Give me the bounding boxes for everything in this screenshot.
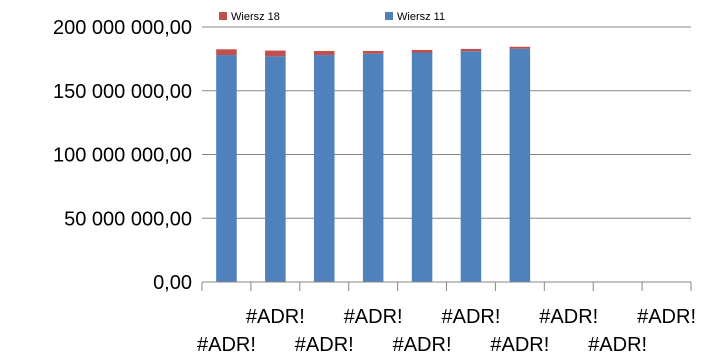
y-tick-label: 150 000 000,00 bbox=[53, 81, 192, 103]
x-tick-label: #ADR! bbox=[246, 306, 305, 328]
legend-swatch bbox=[385, 12, 393, 20]
x-tick-labels: #ADR! #ADR! #ADR! #ADR! #ADR! #ADR! #ADR! #ADR!… bbox=[197, 306, 696, 355]
x-tick-label: #ADR! bbox=[441, 306, 500, 328]
y-tick-label: 0,00 bbox=[153, 272, 192, 294]
x-tick-label: #ADR! bbox=[295, 334, 354, 355]
legend-item: Wiersz 18 bbox=[219, 11, 280, 23]
bar-segment-wiersz-11 bbox=[460, 51, 482, 282]
legend-item: Wiersz 11 bbox=[385, 11, 445, 23]
bar-segment-wiersz-18 bbox=[313, 50, 335, 56]
x-tick-label: #ADR! bbox=[637, 306, 696, 328]
bar-segment-wiersz-18 bbox=[509, 46, 531, 49]
bar-segment-wiersz-11 bbox=[265, 56, 286, 283]
legend: Wiersz 18 Wiersz 11 bbox=[219, 11, 445, 23]
bar-segment-wiersz-11 bbox=[509, 48, 531, 282]
legend-label: Wiersz 18 bbox=[231, 11, 280, 23]
x-tick-label: #ADR! bbox=[197, 334, 256, 355]
bar-segment-wiersz-11 bbox=[313, 55, 335, 282]
legend-label: Wiersz 11 bbox=[397, 11, 445, 23]
x-tick-label: #ADR! bbox=[588, 334, 647, 355]
x-tick-label: #ADR! bbox=[393, 334, 452, 355]
axes bbox=[201, 281, 692, 291]
y-tick-label: 50 000 000,00 bbox=[64, 208, 192, 230]
y-tick-label: 200 000 000,00 bbox=[53, 17, 192, 39]
bar-segment-wiersz-18 bbox=[362, 50, 384, 54]
y-tick-label: 100 000 000,00 bbox=[53, 145, 192, 167]
bar-segment-wiersz-11 bbox=[216, 55, 237, 282]
x-tick-label: #ADR! bbox=[539, 306, 598, 328]
bar-segment-wiersz-18 bbox=[411, 49, 433, 53]
legend-swatch bbox=[219, 12, 227, 20]
bars bbox=[216, 46, 531, 283]
y-tick-labels: 0,00 50 000 000,00 100 000 000,00 150 000 0… bbox=[53, 17, 192, 294]
bar-segment-wiersz-18 bbox=[265, 50, 286, 57]
bar-segment-wiersz-11 bbox=[362, 53, 384, 283]
bar-segment-wiersz-18 bbox=[460, 48, 482, 52]
bar-segment-wiersz-18 bbox=[216, 49, 237, 56]
x-tick-label: #ADR! bbox=[344, 306, 403, 328]
bar-segment-wiersz-11 bbox=[411, 52, 433, 282]
x-tick-label: #ADR! bbox=[490, 334, 549, 355]
